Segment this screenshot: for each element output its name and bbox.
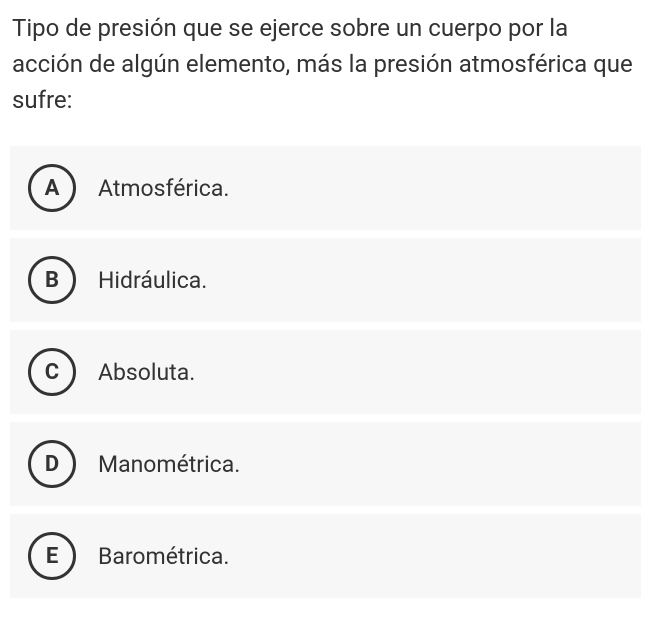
- quiz-container: Tipo de presión que se ejerce sobre un c…: [0, 0, 651, 598]
- option-c[interactable]: C Absoluta.: [10, 330, 641, 414]
- options-list: A Atmosférica. B Hidráulica. C Absoluta.…: [10, 146, 641, 598]
- option-d[interactable]: D Manométrica.: [10, 422, 641, 506]
- option-letter: E: [28, 532, 76, 580]
- option-text: Manométrica.: [98, 451, 240, 478]
- option-text: Atmosférica.: [98, 175, 229, 202]
- question-text: Tipo de presión que se ejerce sobre un c…: [10, 10, 641, 146]
- option-text: Absoluta.: [98, 359, 195, 386]
- option-a[interactable]: A Atmosférica.: [10, 146, 641, 230]
- option-b[interactable]: B Hidráulica.: [10, 238, 641, 322]
- option-e[interactable]: E Barométrica.: [10, 514, 641, 598]
- option-letter: C: [28, 348, 76, 396]
- option-letter: B: [28, 256, 76, 304]
- option-text: Barométrica.: [98, 543, 229, 570]
- option-letter: A: [28, 164, 76, 212]
- option-letter: D: [28, 440, 76, 488]
- option-text: Hidráulica.: [98, 267, 207, 294]
